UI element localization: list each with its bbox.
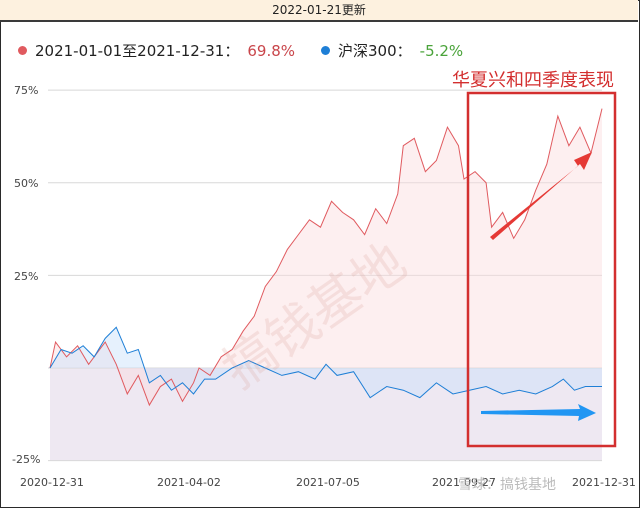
x-tick-4: 2021-09-27 xyxy=(432,476,496,489)
legend-label-fund: 2021-01-01至2021-12-31： xyxy=(35,42,240,60)
x-tick-3: 2021-07-05 xyxy=(296,476,360,489)
legend-value-fund: 69.8% xyxy=(247,41,296,60)
up-arrow-icon xyxy=(490,152,592,240)
red-dot-icon xyxy=(18,46,27,55)
legend-label-hs300: 沪深300： xyxy=(338,42,412,60)
y-tick-50: 50% xyxy=(14,177,39,190)
x-tick-5: 2021-12-31 xyxy=(572,476,636,489)
series-line xyxy=(49,326,602,399)
legend-item-hs300[interactable]: 沪深300： -5.2% xyxy=(321,40,463,61)
series-line xyxy=(49,108,603,407)
x-tick-2: 2021-04-02 xyxy=(157,476,221,489)
highlight-box xyxy=(466,91,617,448)
watermark: 雪球：搞钱基地 xyxy=(458,477,556,493)
right-arrow-icon xyxy=(481,404,596,421)
x-tick-1: 2020-12-31 xyxy=(20,476,84,489)
y-tick-75: 75% xyxy=(14,84,39,97)
chart-legend: 2021-01-01至2021-12-31： 69.8% 沪深300： -5.2… xyxy=(18,40,489,61)
annotation-label: 华夏兴和四季度表现 xyxy=(452,70,614,91)
update-header: 2022-01-21更新 xyxy=(0,0,638,22)
y-tick-25: 25% xyxy=(14,270,39,283)
blue-dot-icon xyxy=(321,46,331,55)
legend-item-fund[interactable]: 2021-01-01至2021-12-31： 69.8% xyxy=(18,40,295,61)
legend-value-hs300: -5.2% xyxy=(419,41,464,60)
y-tick-neg25: -25% xyxy=(12,453,41,466)
